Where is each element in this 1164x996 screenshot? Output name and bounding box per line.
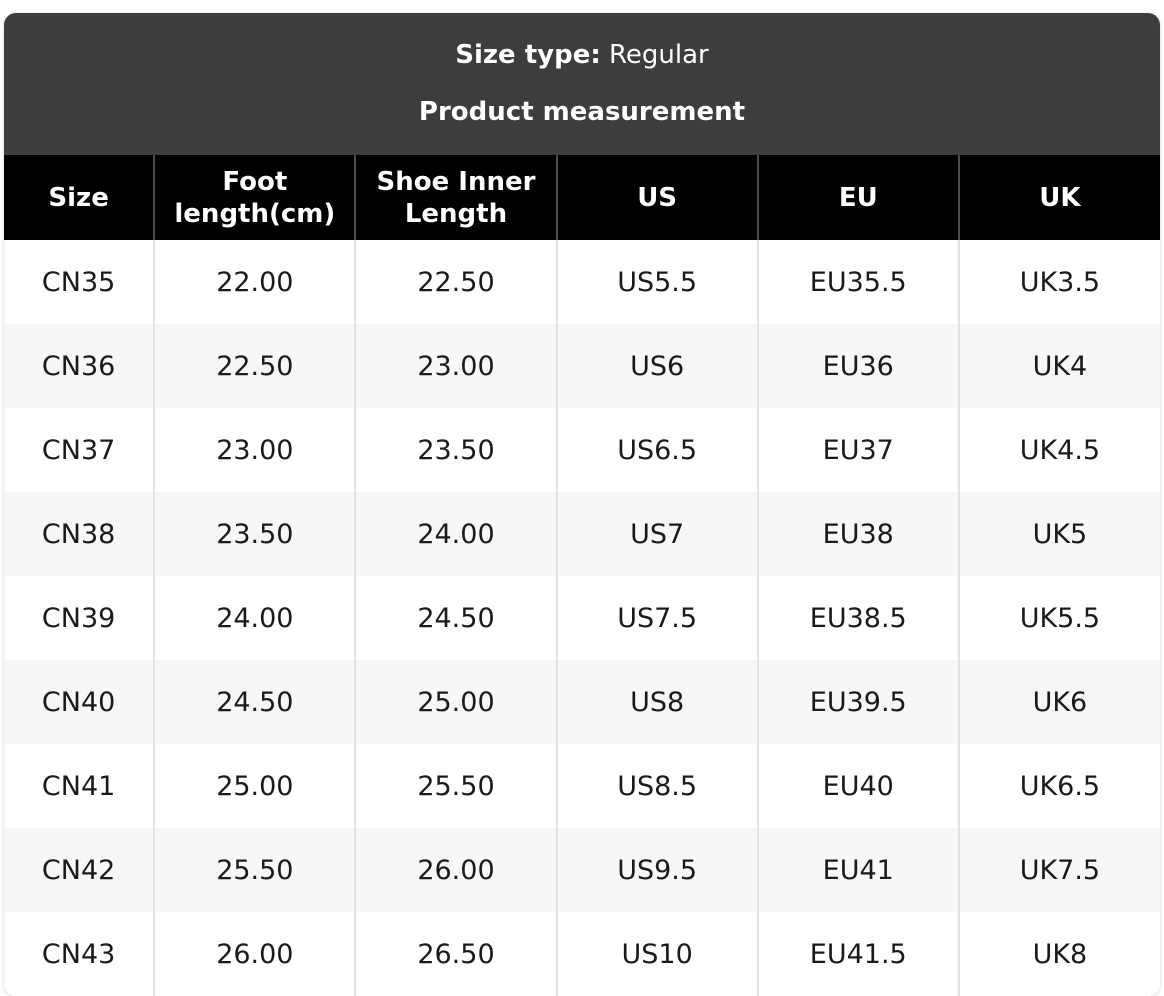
table-cell: UK7.5 xyxy=(957,828,1160,912)
size-type-line: Size type: Regular xyxy=(4,39,1160,71)
table-cell: 25.50 xyxy=(354,744,557,828)
table-cell: 25.50 xyxy=(153,828,356,912)
table-cell: US6.5 xyxy=(555,408,758,492)
column-header-foot-length: Foot length(cm) xyxy=(153,155,356,240)
table-cell: CN39 xyxy=(4,576,155,660)
table-cell: EU36 xyxy=(756,324,959,408)
table-cell: UK8 xyxy=(957,912,1160,996)
table-cell: 22.50 xyxy=(153,324,356,408)
table-cell: 25.00 xyxy=(354,660,557,744)
column-header-size: Size xyxy=(4,155,155,240)
table-cell: CN38 xyxy=(4,492,155,576)
table-cell: UK6.5 xyxy=(957,744,1160,828)
table-cell: US9.5 xyxy=(555,828,758,912)
table-cell: EU39.5 xyxy=(756,660,959,744)
table-cell: 26.00 xyxy=(354,828,557,912)
table-cell: CN37 xyxy=(4,408,155,492)
size-chart-header: Size type: Regular Product measurement xyxy=(4,13,1160,155)
table-row: CN40 24.50 25.00 US8 EU39.5 UK6 xyxy=(4,660,1160,744)
table-cell: US7 xyxy=(555,492,758,576)
table-cell: 24.50 xyxy=(354,576,557,660)
table-cell: CN36 xyxy=(4,324,155,408)
table-cell: UK3.5 xyxy=(957,240,1160,324)
size-table-head: Size Foot length(cm) Shoe Inner Length U… xyxy=(4,155,1160,240)
table-cell: 24.00 xyxy=(153,576,356,660)
table-cell: CN40 xyxy=(4,660,155,744)
table-cell: CN43 xyxy=(4,912,155,996)
table-cell: UK6 xyxy=(957,660,1160,744)
table-cell: US5.5 xyxy=(555,240,758,324)
size-type-value: Regular xyxy=(600,40,709,70)
size-table-body: CN35 22.00 22.50 US5.5 EU35.5 UK3.5 CN36… xyxy=(4,240,1160,996)
table-cell: EU41.5 xyxy=(756,912,959,996)
table-cell: EU38.5 xyxy=(756,576,959,660)
column-header-eu: EU xyxy=(756,155,959,240)
table-cell: CN35 xyxy=(4,240,155,324)
table-row: CN35 22.00 22.50 US5.5 EU35.5 UK3.5 xyxy=(4,240,1160,324)
size-chart-panel: Size type: Regular Product measurement S… xyxy=(4,13,1160,996)
table-cell: 23.50 xyxy=(153,492,356,576)
table-cell: US6 xyxy=(555,324,758,408)
table-row: CN43 26.00 26.50 US10 EU41.5 UK8 xyxy=(4,912,1160,996)
table-row: CN37 23.00 23.50 US6.5 EU37 UK4.5 xyxy=(4,408,1160,492)
table-cell: 25.00 xyxy=(153,744,356,828)
table-cell: US10 xyxy=(555,912,758,996)
table-cell: CN42 xyxy=(4,828,155,912)
chart-title: Product measurement xyxy=(418,97,746,127)
table-cell: EU40 xyxy=(756,744,959,828)
table-cell: EU37 xyxy=(756,408,959,492)
table-cell: US8 xyxy=(555,660,758,744)
table-cell: UK5.5 xyxy=(957,576,1160,660)
table-cell: UK5 xyxy=(957,492,1160,576)
table-row: CN36 22.50 23.00 US6 EU36 UK4 xyxy=(4,324,1160,408)
size-type-label: Size type: xyxy=(455,40,601,70)
table-row: CN39 24.00 24.50 US7.5 EU38.5 UK5.5 xyxy=(4,576,1160,660)
table-row: CN42 25.50 26.00 US9.5 EU41 UK7.5 xyxy=(4,828,1160,912)
table-cell: UK4.5 xyxy=(957,408,1160,492)
table-row: CN41 25.00 25.50 US8.5 EU40 UK6.5 xyxy=(4,744,1160,828)
table-cell: 24.00 xyxy=(354,492,557,576)
table-cell: US8.5 xyxy=(555,744,758,828)
size-conversion-table: Size Foot length(cm) Shoe Inner Length U… xyxy=(4,155,1160,996)
table-cell: US7.5 xyxy=(555,576,758,660)
table-cell: 23.00 xyxy=(354,324,557,408)
header-row: Size Foot length(cm) Shoe Inner Length U… xyxy=(4,155,1160,240)
column-header-us: US xyxy=(555,155,758,240)
table-cell: UK4 xyxy=(957,324,1160,408)
table-cell: EU41 xyxy=(756,828,959,912)
table-cell: EU35.5 xyxy=(756,240,959,324)
table-cell: 23.50 xyxy=(354,408,557,492)
table-cell: 23.00 xyxy=(153,408,356,492)
table-cell: 24.50 xyxy=(153,660,356,744)
table-cell: 22.00 xyxy=(153,240,356,324)
table-cell: 26.50 xyxy=(354,912,557,996)
table-cell: 26.00 xyxy=(153,912,356,996)
table-row: CN38 23.50 24.00 US7 EU38 UK5 xyxy=(4,492,1160,576)
column-header-shoe-inner-length: Shoe Inner Length xyxy=(354,155,557,240)
table-cell: 22.50 xyxy=(354,240,557,324)
table-cell: EU38 xyxy=(756,492,959,576)
column-header-uk: UK xyxy=(957,155,1160,240)
table-cell: CN41 xyxy=(4,744,155,828)
